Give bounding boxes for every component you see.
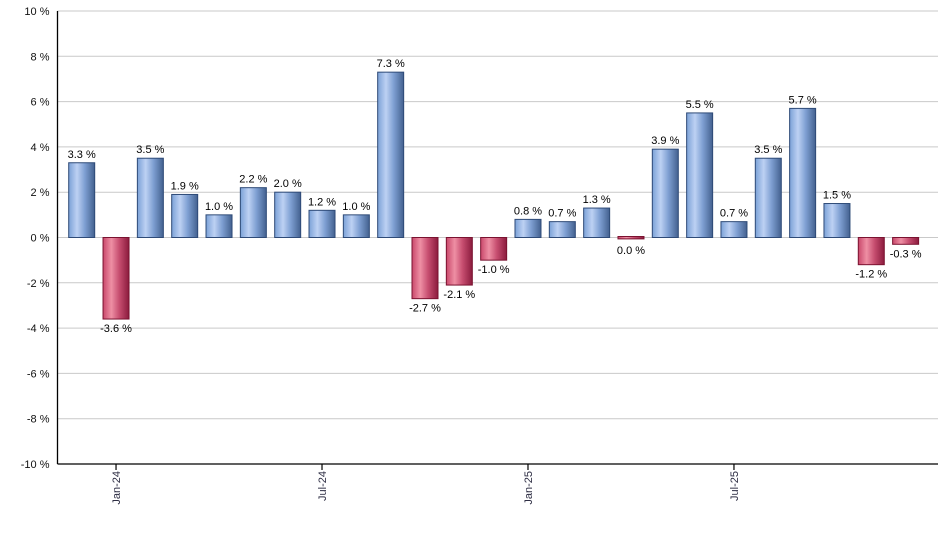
bar-value-label: 2.2 % xyxy=(239,174,267,186)
bar-value-label: 0.7 % xyxy=(548,208,576,220)
bar xyxy=(754,157,782,239)
bar-value-label: -3.6 % xyxy=(100,323,132,335)
bar xyxy=(857,237,885,266)
bar xyxy=(514,218,542,239)
bar-value-label: 1.2 % xyxy=(308,196,336,208)
bar xyxy=(377,71,405,238)
bar xyxy=(823,203,851,238)
bar xyxy=(205,214,233,239)
bar xyxy=(239,187,267,238)
bar-value-label: -2.1 % xyxy=(443,289,475,301)
bar xyxy=(445,237,473,286)
bar-value-label: 1.3 % xyxy=(583,194,611,206)
bar-value-label: 5.5 % xyxy=(686,99,714,111)
y-axis-tick-label: -4 % xyxy=(27,323,50,335)
bar xyxy=(342,214,370,239)
y-axis-tick-label: 8 % xyxy=(31,51,50,63)
bar-value-label: 1.0 % xyxy=(342,201,370,213)
bar-value-label: 3.3 % xyxy=(68,149,96,161)
bar-value-label: 1.9 % xyxy=(171,180,199,192)
bar xyxy=(789,107,817,238)
bar-value-label: 5.7 % xyxy=(789,94,817,106)
y-axis-tick-label: -6 % xyxy=(27,368,50,380)
bar xyxy=(102,237,130,320)
bar xyxy=(892,237,920,245)
y-axis-tick-label: 10 % xyxy=(24,6,49,18)
bar xyxy=(720,221,748,239)
bar-value-label: 2.0 % xyxy=(274,178,302,190)
bar-value-label: 7.3 % xyxy=(377,58,405,70)
bar xyxy=(274,191,302,238)
bar-value-label: 1.5 % xyxy=(823,190,851,202)
bar xyxy=(68,162,96,239)
bar xyxy=(171,193,199,238)
bar xyxy=(651,148,679,238)
y-axis-tick-label: -10 % xyxy=(21,459,50,471)
bar xyxy=(686,112,714,238)
y-axis-tick-label: 6 % xyxy=(31,97,50,109)
bar xyxy=(411,237,439,300)
bar xyxy=(617,236,645,240)
x-axis-tick-label: Jul-25 xyxy=(729,471,741,501)
bar-value-label: 3.5 % xyxy=(136,144,164,156)
bar-value-label: 1.0 % xyxy=(205,201,233,213)
y-axis-tick-label: 2 % xyxy=(31,187,50,199)
bar xyxy=(548,221,576,239)
x-axis-tick-label: Jan-24 xyxy=(111,471,123,505)
x-axis-tick-label: Jul-24 xyxy=(317,471,329,501)
bar-value-label: 0.7 % xyxy=(720,208,748,220)
bar xyxy=(308,209,336,239)
x-axis-tick-label: Jan-25 xyxy=(523,471,535,505)
bar xyxy=(583,207,611,238)
y-axis-tick-label: 0 % xyxy=(31,233,50,245)
bar xyxy=(480,237,508,261)
bar-value-label: 3.5 % xyxy=(754,144,782,156)
bar-value-label: -1.2 % xyxy=(855,269,887,281)
y-axis-tick-label: 4 % xyxy=(31,142,50,154)
y-axis-tick-label: -8 % xyxy=(27,414,50,426)
bar-value-label: 0.8 % xyxy=(514,205,542,217)
bar-value-label: -0.3 % xyxy=(890,248,922,260)
y-axis-tick-label: -2 % xyxy=(27,278,50,290)
bar-value-label: 0.0 % xyxy=(617,245,645,257)
bar-value-label: -1.0 % xyxy=(478,264,510,276)
bar xyxy=(136,157,164,239)
bar-value-label: 3.9 % xyxy=(651,135,679,147)
bar-value-label: -2.7 % xyxy=(409,303,441,315)
